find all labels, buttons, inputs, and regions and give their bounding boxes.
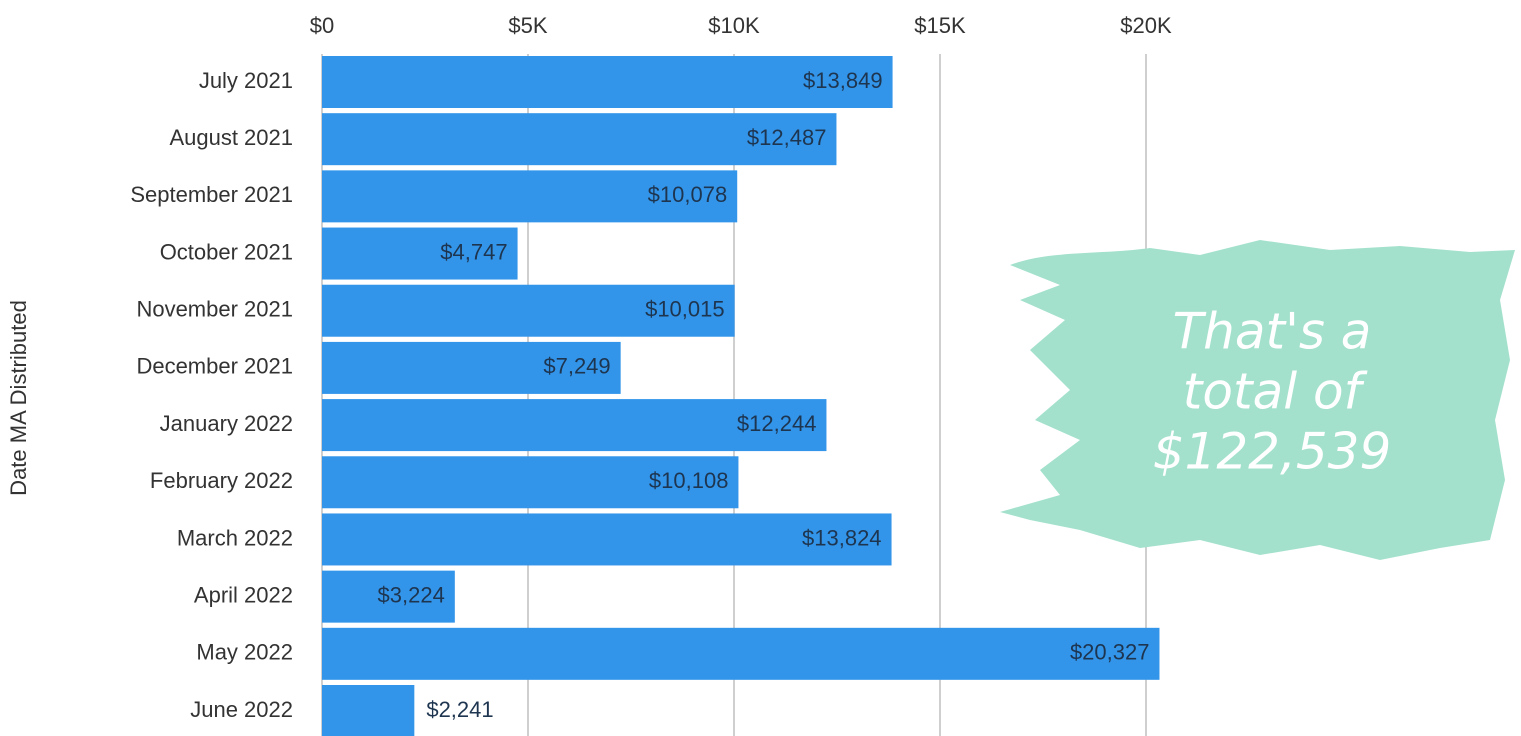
bar: [322, 627, 1160, 680]
value-label: $10,108: [649, 468, 729, 493]
value-label: $20,327: [1070, 640, 1150, 665]
x-tick-label: $10K: [708, 13, 760, 38]
x-tick-label: $15K: [914, 13, 966, 38]
bars: $13,849 $12,487 $10,078 $4,747 $10,015 $7,249…: [322, 56, 1160, 736]
bar: [322, 227, 518, 280]
x-tick-label: $0: [310, 13, 334, 38]
y-axis-label: Date MA Distributed: [6, 300, 31, 496]
bar: [322, 570, 455, 623]
annotation-brush: [1000, 240, 1515, 560]
bar: [322, 113, 837, 166]
bar: [322, 399, 827, 452]
x-tick-label: $20K: [1120, 13, 1172, 38]
y-tick-label: October 2021: [160, 239, 293, 264]
y-tick-label: May 2022: [196, 640, 293, 665]
annotation-text: $122,539: [1153, 423, 1392, 481]
x-tick-label: $5K: [508, 13, 547, 38]
value-label: $12,244: [737, 411, 817, 436]
bar: [322, 170, 738, 223]
bar: [322, 456, 739, 509]
value-label: $13,824: [802, 525, 882, 550]
value-label: $4,747: [440, 239, 507, 264]
annotation-text: That's a: [1173, 303, 1372, 361]
bar: [322, 284, 735, 337]
value-label: $2,241: [426, 697, 493, 722]
value-label: $7,249: [543, 354, 610, 379]
value-label: $10,015: [645, 297, 725, 322]
value-label: $10,078: [648, 182, 728, 207]
y-tick-label: March 2022: [177, 525, 293, 550]
bar: [322, 685, 415, 736]
y-tick-label: January 2022: [160, 411, 293, 436]
y-tick-label: November 2021: [136, 297, 293, 322]
y-tick-label: April 2022: [194, 582, 293, 607]
y-tick-label: December 2021: [136, 354, 293, 379]
value-label: $3,224: [378, 582, 445, 607]
bar: [322, 341, 621, 394]
y-tick-label: June 2022: [190, 697, 293, 722]
annotation-text: total of: [1183, 363, 1368, 421]
y-tick-label: July 2021: [199, 68, 293, 93]
value-label: $12,487: [747, 125, 827, 150]
y-tick-label: September 2021: [130, 182, 293, 207]
value-label: $13,849: [803, 68, 883, 93]
bar: [322, 56, 893, 108]
y-tick-label: August 2021: [169, 125, 293, 150]
y-tick-label: February 2022: [150, 468, 293, 493]
bar: [322, 513, 892, 566]
